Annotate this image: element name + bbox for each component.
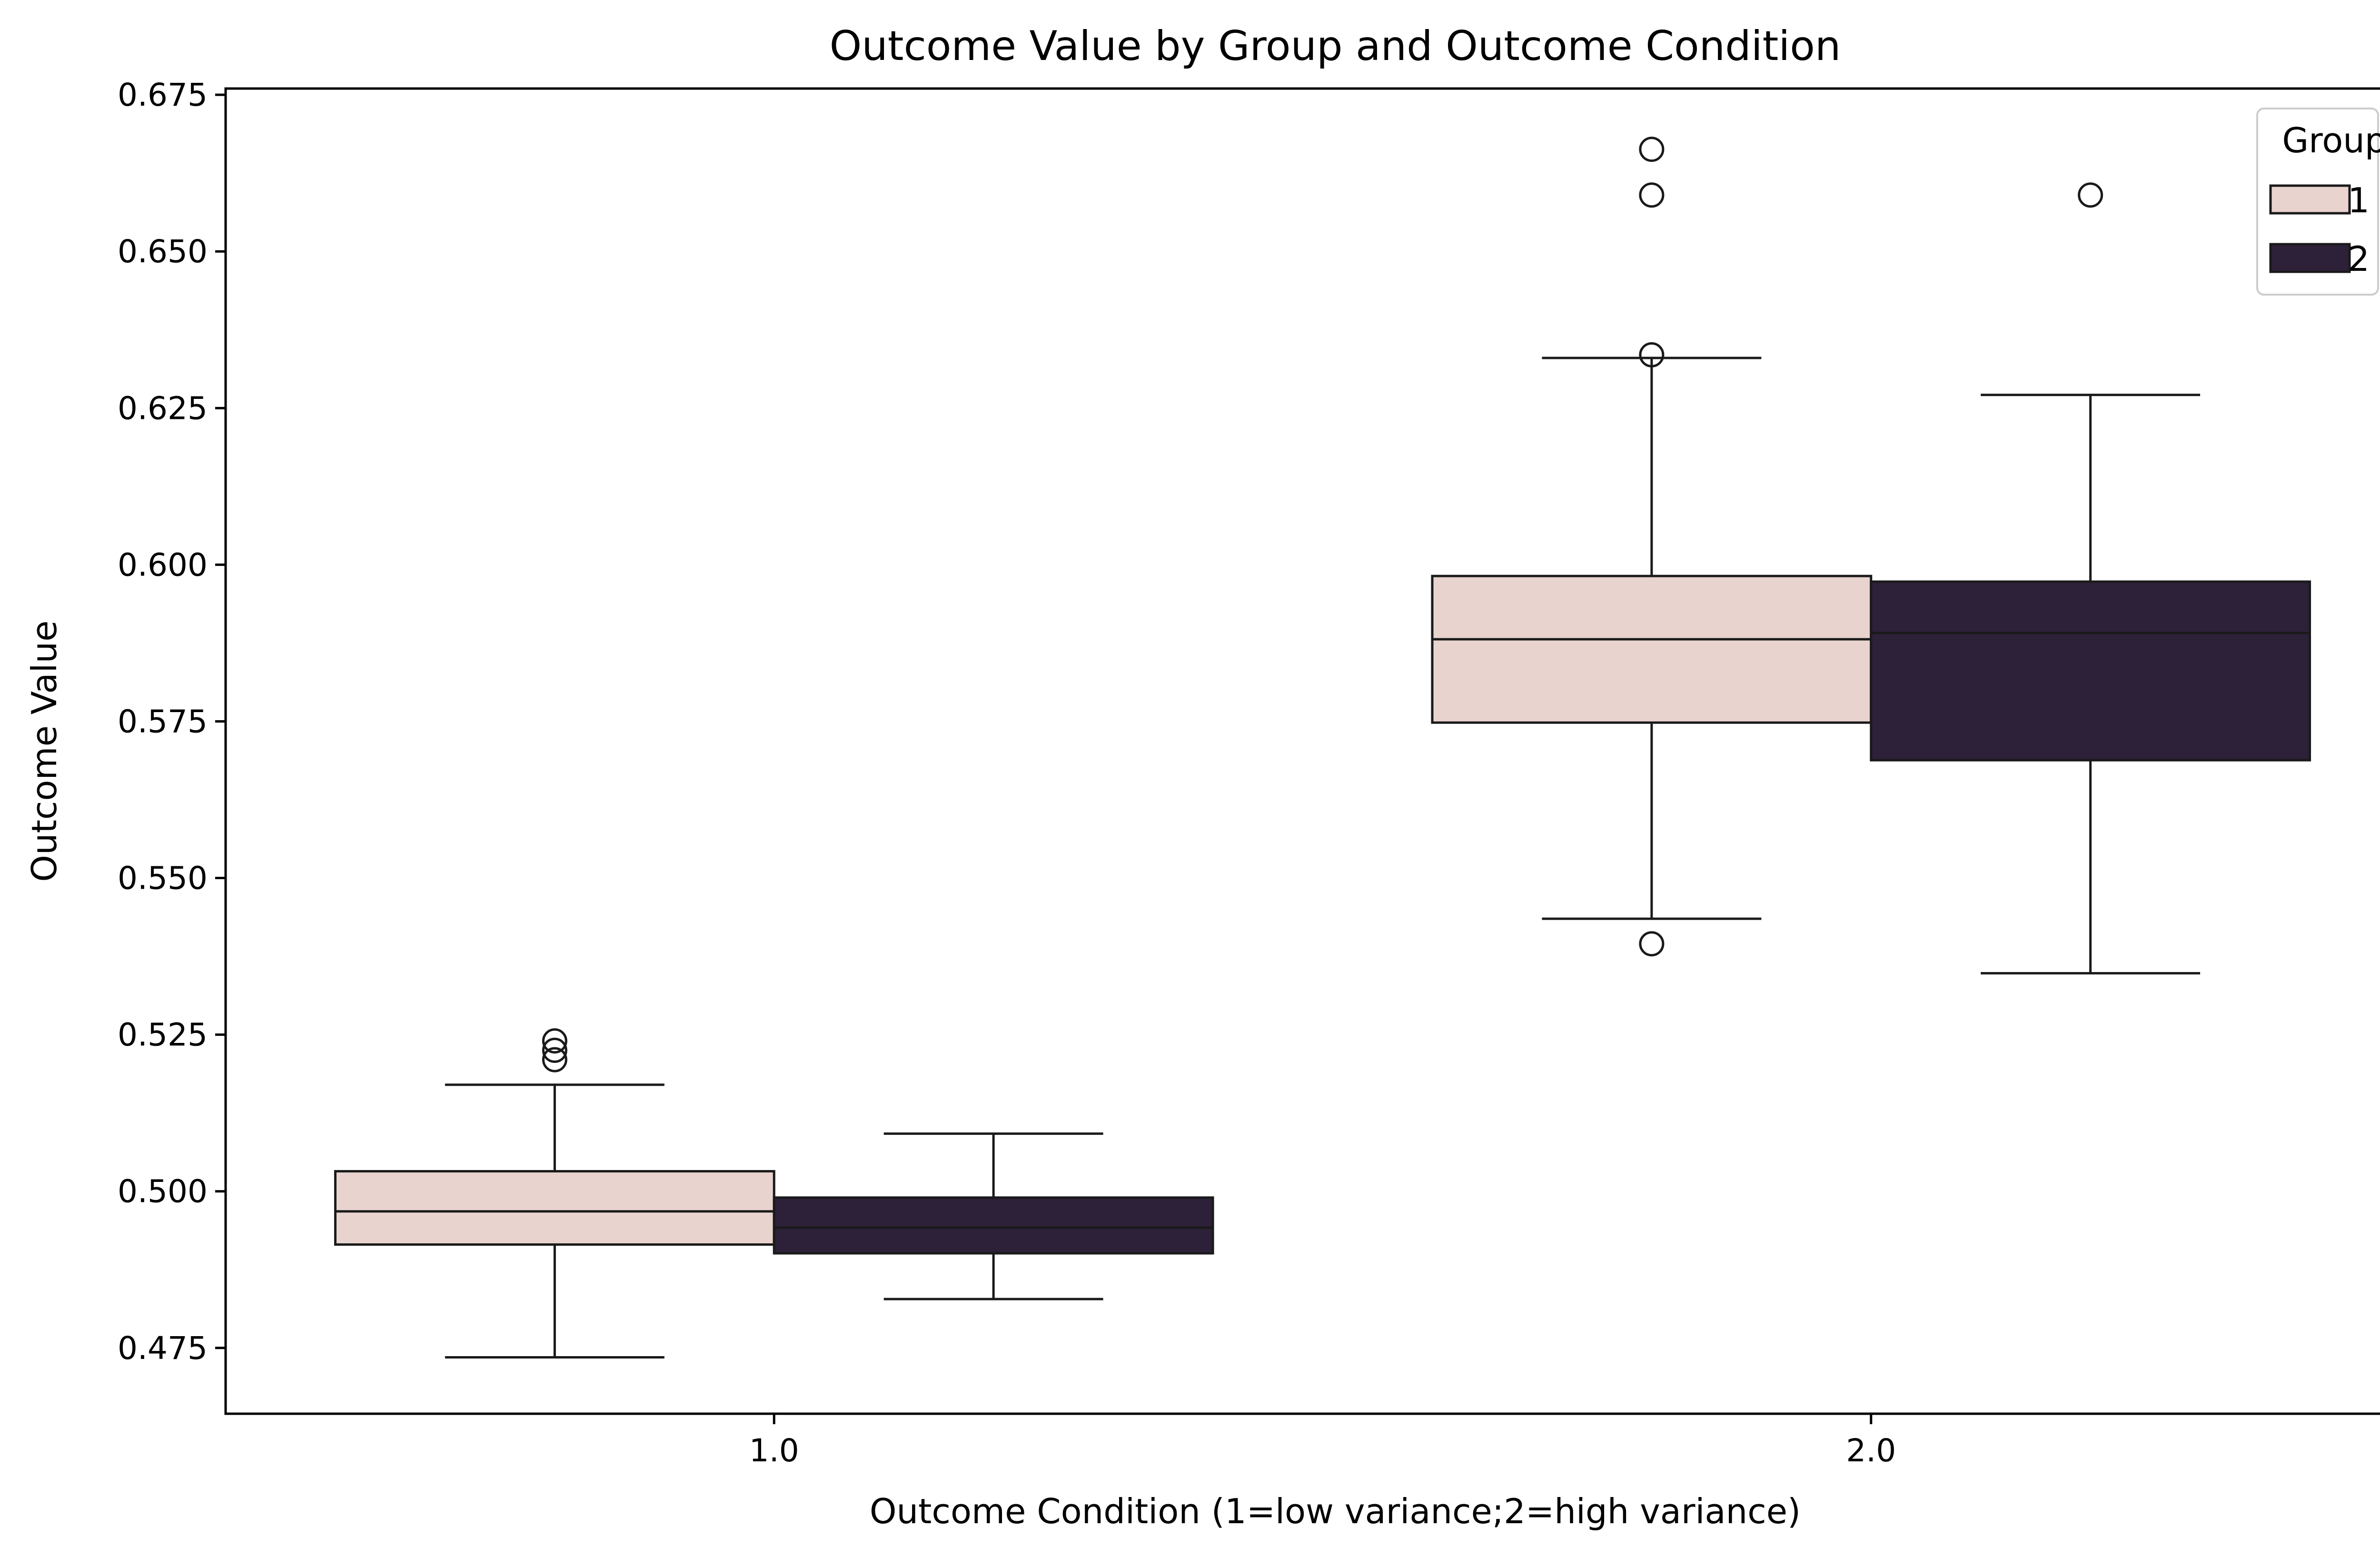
box-group-1-1.0 <box>334 1028 775 1359</box>
outlier-point <box>542 1047 567 1072</box>
outlier-point <box>542 1038 567 1063</box>
y-tick-label: 0.475 <box>118 1330 208 1367</box>
y-tick-label: 0.625 <box>118 390 208 426</box>
x-tick-label: 2.0 <box>1846 1432 1896 1469</box>
chart-title: Outcome Value by Group and Outcome Condi… <box>830 22 1841 70</box>
legend-label: 1 <box>2348 180 2370 220</box>
outlier-point <box>1639 137 1665 162</box>
box-group-2-1.0 <box>773 1132 1214 1300</box>
plot-frame <box>224 87 2380 1415</box>
legend-title: Group <box>2282 120 2380 160</box>
legend-item-1: 1 <box>2269 180 2370 220</box>
plot-area <box>334 137 2311 1359</box>
legend: Group 1 2 <box>2256 108 2380 296</box>
x-tick-label: 1.0 <box>749 1432 799 1469</box>
y-tick-label: 0.650 <box>118 233 208 270</box>
box-iqr <box>773 1196 1214 1255</box>
x-axis-label: Outcome Condition (1=low variance;2=high… <box>870 1491 1801 1531</box>
outlier-point <box>542 1028 567 1054</box>
box-iqr <box>334 1170 775 1246</box>
legend-label: 2 <box>2348 239 2370 279</box>
box-iqr <box>1431 575 1873 724</box>
legend-swatch <box>2269 243 2351 273</box>
y-tick-label: 0.550 <box>118 860 208 897</box>
y-axis-label: Outcome Value <box>24 620 64 882</box>
outlier-point <box>1639 182 1665 208</box>
box-group-2-2.0 <box>1870 182 2311 975</box>
box-group-1-2.0 <box>1431 137 1873 957</box>
y-tick-label: 0.675 <box>118 77 208 113</box>
outlier-point <box>1639 931 1665 957</box>
y-tick-label: 0.500 <box>118 1173 208 1210</box>
outlier-point <box>2078 182 2103 208</box>
outlier-point <box>1639 342 1665 367</box>
box-iqr <box>1870 580 2311 762</box>
y-tick-label: 0.575 <box>118 703 208 740</box>
y-tick-label: 0.525 <box>118 1017 208 1053</box>
legend-swatch <box>2269 184 2351 215</box>
legend-item-2: 2 <box>2269 239 2370 279</box>
x-axis: 1.0 2.0 <box>749 1414 1896 1469</box>
y-axis: 0.475 0.500 0.525 0.550 0.575 0.600 0.625 0.650… <box>118 77 226 1367</box>
y-tick-label: 0.600 <box>118 546 208 583</box>
